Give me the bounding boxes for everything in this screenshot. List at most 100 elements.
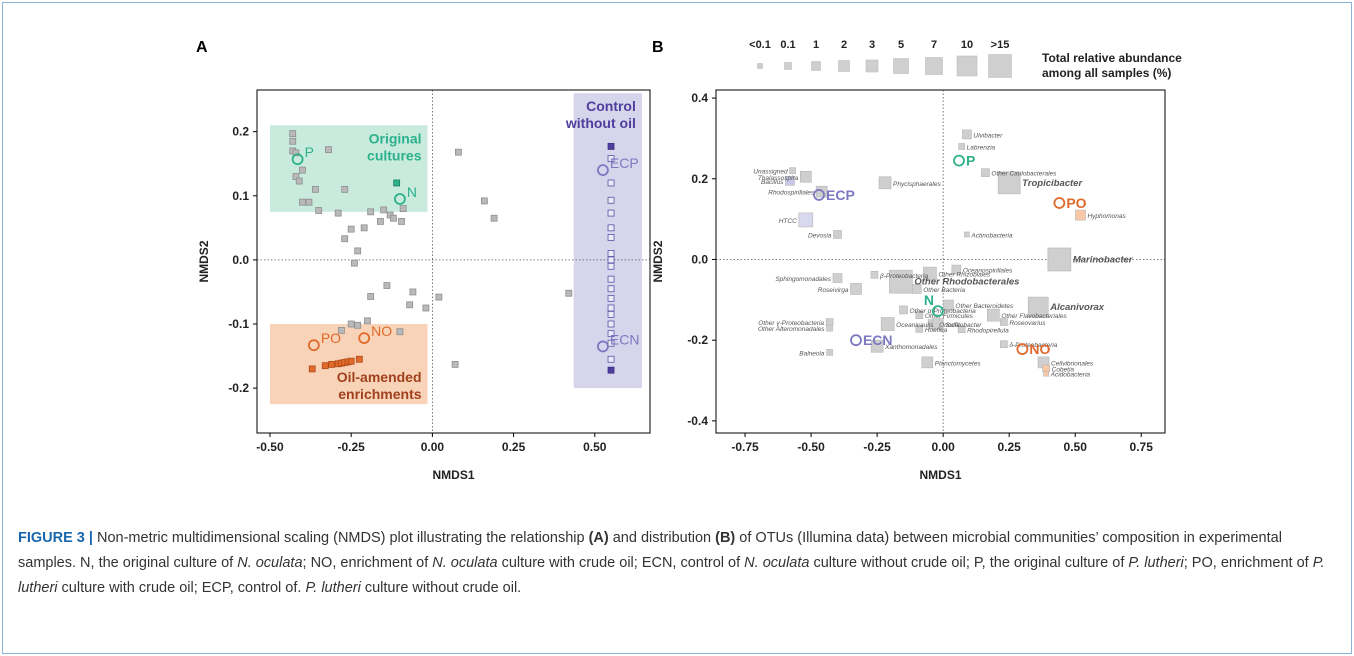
caption-part: (A) [588, 530, 609, 546]
y-tick-label: 0.4 [691, 91, 708, 105]
plot-frame [715, 89, 1166, 434]
centroid-marker [931, 305, 944, 318]
data-point [299, 198, 306, 206]
x-tick-label: 0.50 [1064, 440, 1088, 454]
otu-square [789, 167, 796, 175]
size-legend-square [784, 62, 792, 70]
data-point [347, 357, 355, 365]
size-legend-label: >15 [991, 39, 1010, 51]
data-point [607, 275, 615, 283]
data-point [367, 208, 375, 216]
size-legend-square [757, 63, 763, 69]
data-point [351, 259, 358, 267]
data-point [338, 327, 345, 334]
otu-label: Other γ-Proteobacteria [758, 320, 824, 327]
centroid-label: ECN [863, 332, 893, 348]
y-tick-label: 0.0 [691, 252, 708, 266]
y-tick-label: 0.2 [691, 172, 708, 186]
otu-square [800, 170, 812, 183]
otu-label: Hoeflea [925, 327, 948, 334]
size-legend-label: 0.1 [780, 39, 795, 51]
caption-part: culture without crude oil; P, the origin… [809, 555, 1129, 571]
caption-part: N. oculata [237, 555, 303, 571]
size-legend-square [893, 58, 909, 74]
data-point [292, 149, 300, 157]
size-legend-label: 2 [841, 39, 847, 51]
otu-square [1027, 296, 1049, 318]
caption-part: and distribution [608, 530, 716, 546]
data-point [364, 317, 371, 325]
centroid-marker [394, 193, 406, 205]
data-point [334, 209, 342, 217]
otu-square [899, 305, 908, 315]
otu-square [932, 318, 944, 330]
data-point [367, 293, 375, 300]
caption-part: ; PO, enrichment of [1183, 555, 1313, 571]
data-point [399, 205, 407, 213]
otu-label: Cobetia [1052, 366, 1075, 373]
data-point [299, 166, 306, 174]
caption-label: FIGURE 3 | [18, 530, 93, 546]
caption-part: culture without crude oil. [360, 580, 522, 596]
caption-part: P. lutheri [305, 580, 361, 596]
data-point [406, 301, 414, 309]
y-tick-label: -0.2 [228, 381, 249, 395]
otu-square [964, 231, 970, 238]
otu-label: Other Bacteria [923, 287, 965, 294]
otu-label: Cellvibrionales [1051, 360, 1094, 367]
otu-square [870, 339, 884, 353]
centroid-label: P [305, 144, 314, 160]
otu-label: Other Firmicutes [925, 313, 974, 320]
data-point [607, 143, 615, 150]
centroid-marker [1053, 197, 1066, 209]
otu-square [815, 185, 828, 198]
otu-square [1075, 209, 1086, 221]
size-legend-square [865, 59, 879, 73]
centroid-marker [307, 339, 320, 352]
y-tick-label: -0.2 [687, 333, 708, 347]
centroid-label: PO [1066, 195, 1086, 211]
data-point [383, 282, 391, 289]
data-point [607, 256, 615, 264]
size-legend-label: 1 [813, 39, 819, 51]
y-tick-label: -0.4 [687, 414, 708, 428]
otu-label: Devosia [808, 232, 832, 239]
otu-label: HTCC [779, 218, 797, 225]
otu-label: Alcanivorax [1049, 302, 1105, 313]
otu-square [915, 325, 924, 333]
data-point [325, 146, 332, 154]
data-point [396, 328, 404, 336]
centroid-marker [358, 332, 371, 345]
data-point [380, 206, 388, 214]
otu-label: Balneola [799, 350, 825, 357]
data-point [347, 225, 355, 233]
x-tick-label: 0.50 [583, 440, 607, 454]
y-axis-label: NMDS2 [197, 240, 211, 282]
data-point [607, 209, 615, 217]
data-point [607, 250, 615, 257]
otu-label: Other Rhodobacterales [914, 277, 1019, 288]
otu-label: Planctomycetes [935, 360, 982, 367]
x-tick-label: -0.50 [256, 440, 284, 454]
otu-label: β-Proteobacteria [879, 273, 929, 280]
panel-b-letter: B [652, 39, 664, 56]
data-point [480, 197, 488, 205]
otu-label: Labrenzia [967, 144, 996, 151]
data-point [451, 360, 459, 368]
x-tick-label: 0.00 [421, 440, 445, 454]
size-legend-square [838, 60, 850, 72]
otu-label: Acidobacteria [1050, 372, 1091, 379]
otu-square [832, 273, 843, 283]
x-tick-label: -0.75 [731, 440, 759, 454]
otu-square [911, 284, 922, 294]
data-point [354, 321, 362, 329]
otu-square [878, 176, 892, 190]
x-tick-label: -0.25 [338, 440, 366, 454]
data-point [354, 247, 362, 255]
centroid-marker [953, 154, 965, 167]
otu-label: Sulfitobacter [945, 322, 982, 329]
data-point [490, 214, 498, 222]
y-tick-label: 0.2 [232, 125, 249, 139]
data-point [607, 339, 615, 347]
